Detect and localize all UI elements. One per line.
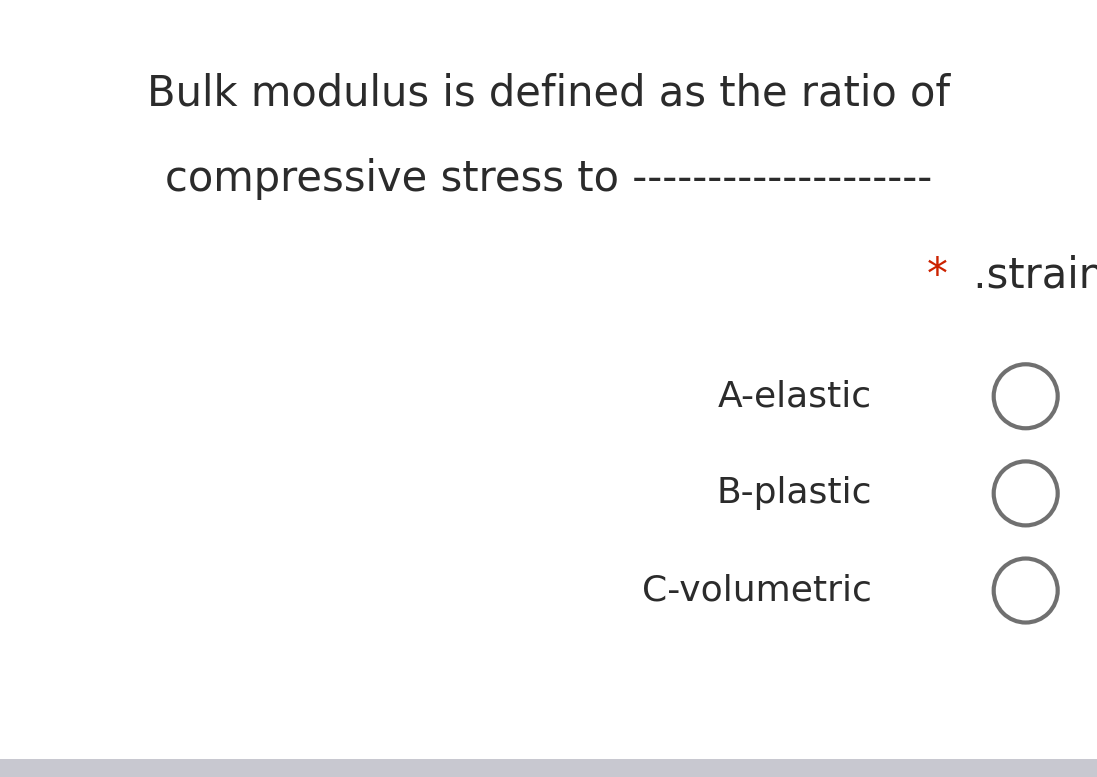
Text: *: * [927, 255, 948, 297]
Text: A-elastic: A-elastic [719, 379, 872, 413]
Text: .strain: .strain [960, 255, 1097, 297]
Text: B-plastic: B-plastic [716, 476, 872, 510]
Text: Bulk modulus is defined as the ratio of: Bulk modulus is defined as the ratio of [147, 72, 950, 114]
Text: compressive stress to --------------------: compressive stress to ------------------… [165, 158, 932, 200]
Bar [0, 759, 1097, 777]
Text: C-volumetric: C-volumetric [642, 573, 872, 608]
